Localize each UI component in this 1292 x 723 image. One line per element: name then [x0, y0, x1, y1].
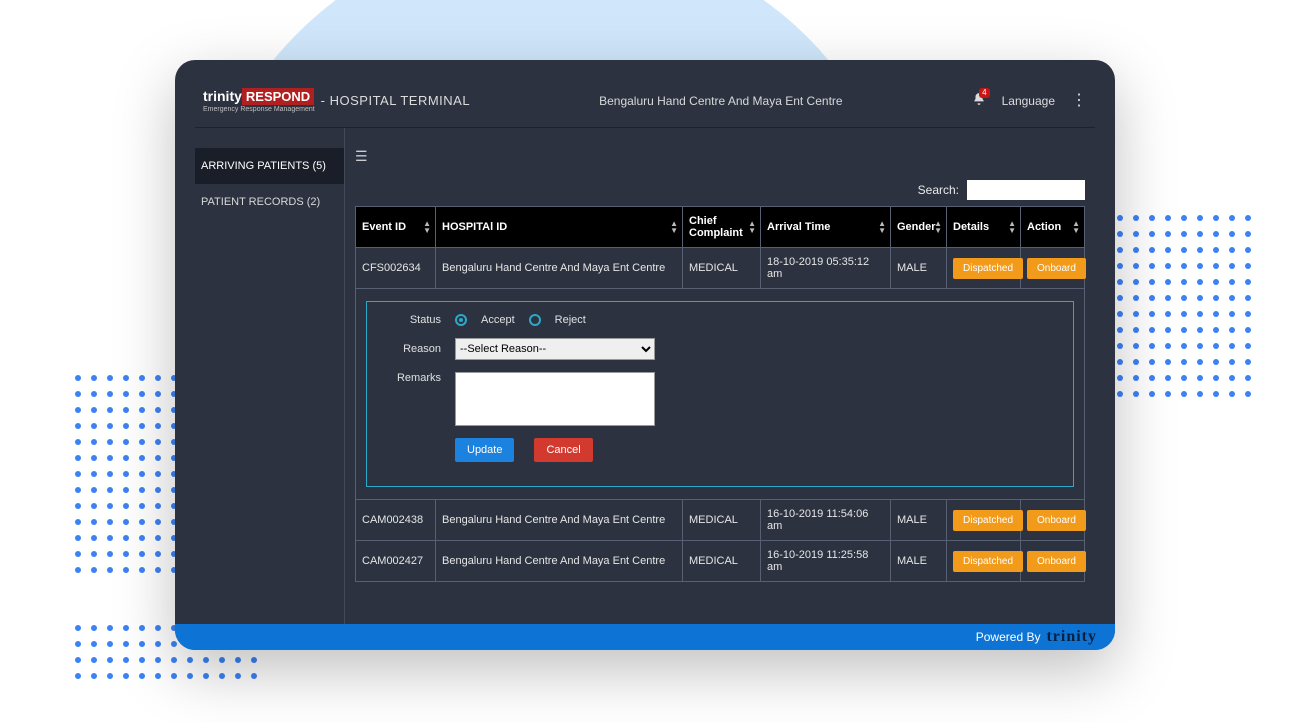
brand-suffix: - HOSPITAL TERMINAL: [321, 93, 470, 108]
cancel-button[interactable]: Cancel: [534, 438, 592, 462]
language-selector[interactable]: Language: [1002, 94, 1055, 108]
search-input[interactable]: [967, 180, 1085, 200]
cell-event-id: CAM002427: [356, 541, 436, 582]
cell-event-id: CAM002438: [356, 500, 436, 541]
details-button[interactable]: Dispatched: [953, 510, 1023, 531]
cell-arrival: 16-10-2019 11:25:58 am: [761, 541, 891, 582]
reject-radio[interactable]: [529, 314, 541, 326]
footer-bar: Powered By trinity: [175, 624, 1115, 650]
accept-radio[interactable]: [455, 314, 467, 326]
cell-gender: MALE: [891, 500, 947, 541]
page-title: Bengaluru Hand Centre And Maya Ent Centr…: [470, 94, 972, 108]
col-arrival-time[interactable]: Arrival Time▲▼: [761, 207, 891, 248]
table-row: CAM002438Bengaluru Hand Centre And Maya …: [356, 500, 1085, 541]
reject-label: Reject: [555, 314, 586, 326]
cell-event-id: CFS002634: [356, 248, 436, 289]
powered-by-label: Powered By: [976, 630, 1041, 644]
brand-primary: trinity: [203, 88, 242, 104]
cell-arrival: 16-10-2019 11:54:06 am: [761, 500, 891, 541]
cell-hospital: Bengaluru Hand Centre And Maya Ent Centr…: [436, 500, 683, 541]
table-row: CAM002427Bengaluru Hand Centre And Maya …: [356, 541, 1085, 582]
tablet-frame: trinityRESPOND Emergency Response Manage…: [175, 60, 1115, 650]
cell-complaint: MEDICAL: [683, 541, 761, 582]
col-chief-complaint[interactable]: Chief Complaint▲▼: [683, 207, 761, 248]
action-button[interactable]: Onboard: [1027, 510, 1086, 531]
cell-gender: MALE: [891, 248, 947, 289]
cell-details: Dispatched: [947, 500, 1021, 541]
brand-logo: trinityRESPOND Emergency Response Manage…: [203, 88, 315, 113]
update-button[interactable]: Update: [455, 438, 514, 462]
reason-select[interactable]: --Select Reason--: [455, 338, 655, 360]
table-row: CFS002634Bengaluru Hand Centre And Maya …: [356, 248, 1085, 289]
main-content: ☰ Search: Event ID▲▼ HOSPITAl ID▲▼ Chief…: [345, 128, 1095, 624]
cell-details: Dispatched: [947, 541, 1021, 582]
cell-details: Dispatched: [947, 248, 1021, 289]
action-button[interactable]: Onboard: [1027, 551, 1086, 572]
cell-hospital: Bengaluru Hand Centre And Maya Ent Centr…: [436, 248, 683, 289]
expanded-row: Status Accept Reject Reason --Select Rea…: [356, 289, 1085, 500]
cell-arrival: 18-10-2019 05:35:12 am: [761, 248, 891, 289]
sidebar-item-arriving-patients[interactable]: ARRIVING PATIENTS (5): [195, 148, 344, 184]
cell-gender: MALE: [891, 541, 947, 582]
top-bar: trinityRESPOND Emergency Response Manage…: [195, 88, 1095, 128]
sidebar-item-patient-records[interactable]: PATIENT RECORDS (2): [195, 184, 344, 220]
action-button[interactable]: Onboard: [1027, 258, 1086, 279]
patients-table: Event ID▲▼ HOSPITAl ID▲▼ Chief Complaint…: [355, 206, 1085, 582]
cell-hospital: Bengaluru Hand Centre And Maya Ent Centr…: [436, 541, 683, 582]
details-button[interactable]: Dispatched: [953, 258, 1023, 279]
reason-label: Reason: [381, 343, 441, 355]
status-form: Status Accept Reject Reason --Select Rea…: [366, 301, 1074, 487]
sidebar: ARRIVING PATIENTS (5) PATIENT RECORDS (2…: [195, 128, 345, 624]
cell-action: Onboard: [1021, 248, 1085, 289]
col-details[interactable]: Details▲▼: [947, 207, 1021, 248]
notification-bell[interactable]: 4: [972, 92, 986, 109]
col-action[interactable]: Action▲▼: [1021, 207, 1085, 248]
search-label: Search:: [918, 183, 959, 197]
notification-badge: 4: [979, 88, 989, 98]
col-event-id[interactable]: Event ID▲▼: [356, 207, 436, 248]
brand-tagline: Emergency Response Management: [203, 106, 315, 113]
remarks-label: Remarks: [381, 372, 441, 384]
table-header: Event ID▲▼ HOSPITAl ID▲▼ Chief Complaint…: [356, 207, 1085, 248]
cell-action: Onboard: [1021, 541, 1085, 582]
details-button[interactable]: Dispatched: [953, 551, 1023, 572]
status-label: Status: [381, 314, 441, 326]
cell-action: Onboard: [1021, 500, 1085, 541]
cell-complaint: MEDICAL: [683, 500, 761, 541]
col-hospital-id[interactable]: HOSPITAl ID▲▼: [436, 207, 683, 248]
cell-complaint: MEDICAL: [683, 248, 761, 289]
footer-logo: trinity: [1046, 628, 1097, 646]
accept-label: Accept: [481, 314, 515, 326]
brand-secondary: RESPOND: [242, 88, 314, 105]
remarks-textarea[interactable]: [455, 372, 655, 426]
hamburger-icon[interactable]: ☰: [355, 148, 368, 165]
col-gender[interactable]: Gender▲▼: [891, 207, 947, 248]
